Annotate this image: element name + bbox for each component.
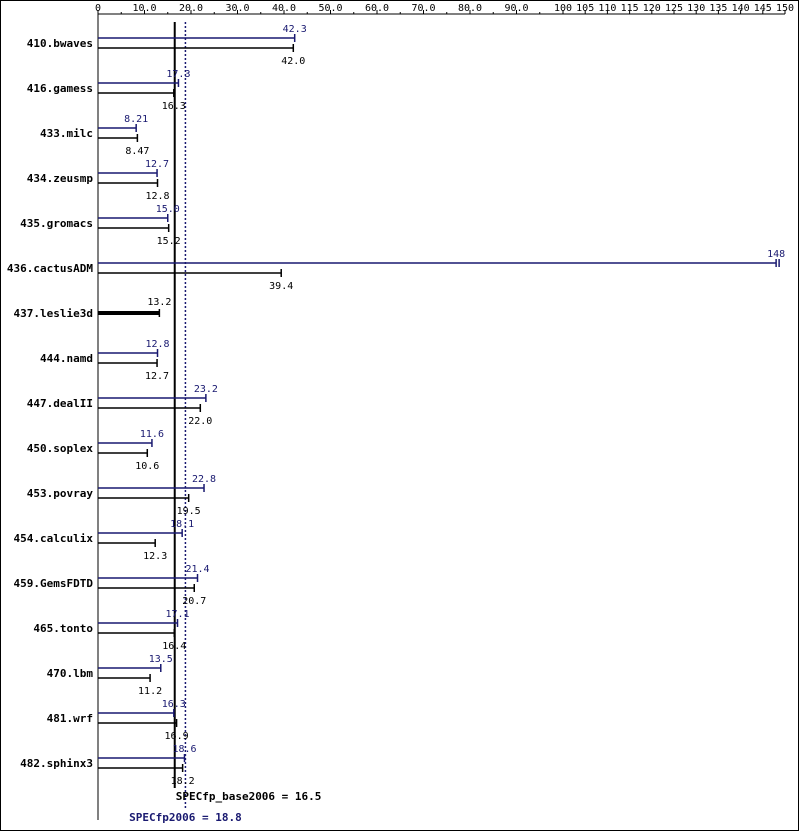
peak-value-label: 13.5	[149, 654, 173, 665]
peak-value-label: 21.4	[185, 564, 209, 575]
benchmark-label: 453.povray	[27, 487, 94, 500]
peak-value-label: 8.21	[124, 114, 148, 125]
peak-value-label: 12.7	[145, 159, 169, 170]
base-value-label: 39.4	[269, 281, 293, 292]
x-tick-label: 40.0	[272, 3, 296, 14]
base-value-label: 42.0	[281, 56, 305, 67]
benchmark-label: 465.tonto	[33, 622, 93, 635]
base-value-label: 12.3	[143, 551, 167, 562]
x-tick-label: 125	[665, 3, 683, 14]
benchmark-label: 434.zeusmp	[27, 172, 94, 185]
benchmark-label: 459.GemsFDTD	[14, 577, 94, 590]
x-tick-label: 115	[621, 3, 639, 14]
base-summary-label: SPECfp_base2006 = 16.5	[176, 790, 322, 803]
benchmark-label: 481.wrf	[47, 712, 93, 725]
x-tick-label: 0	[95, 3, 101, 14]
base-value-label: 16.3	[162, 101, 186, 112]
x-tick-label: 20.0	[179, 3, 203, 14]
benchmark-label: 444.namd	[40, 352, 93, 365]
x-tick-label: 150	[776, 3, 794, 14]
benchmark-label: 447.dealII	[27, 397, 93, 410]
peak-value-label: 11.6	[140, 429, 164, 440]
x-tick-label: 10.0	[132, 3, 156, 14]
benchmark-label: 450.soplex	[27, 442, 94, 455]
benchmark-label: 437.leslie3d	[14, 307, 93, 320]
benchmark-label: 482.sphinx3	[20, 757, 93, 770]
x-tick-label: 130	[687, 3, 705, 14]
x-tick-label: 90.0	[504, 3, 528, 14]
bars: 42.3 42.0 17.3 16.3 8.21 8.47 12.7 12.8 15.0 15.2…	[98, 24, 785, 787]
peak-value-label: 42.3	[283, 24, 307, 35]
peak-summary-label: SPECfp2006 = 18.8	[129, 811, 242, 824]
x-tick-label: 135	[709, 3, 727, 14]
peak-value-label: 148	[767, 249, 785, 260]
x-tick-label: 60.0	[365, 3, 389, 14]
peak-value-label: 17.3	[166, 69, 190, 80]
benchmark-labels: 410.bwaves 416.gamess 433.milc 434.zeusmp 43…	[7, 37, 93, 770]
base-value-label: 12.8	[145, 191, 169, 202]
benchmark-label: 436.cactusADM	[7, 262, 93, 275]
peak-value-label: 12.8	[145, 339, 169, 350]
peak-value-label: 17.1	[165, 609, 189, 620]
peak-value-label: 16.3	[162, 699, 186, 710]
x-tick-label: 145	[754, 3, 772, 14]
base-value-label: 8.47	[125, 146, 149, 157]
x-axis: 0 10.0 20.0 30.0 40.0 50.0 60.0 70.0 80.0 90.0 100…	[95, 3, 794, 820]
benchmark-label: 433.milc	[40, 127, 93, 140]
base-value-label: 16.4	[162, 641, 186, 652]
benchmark-label: 454.calculix	[14, 532, 94, 545]
base-value-label: 19.5	[177, 506, 201, 517]
base-value-label: 12.7	[145, 371, 169, 382]
x-tick-label: 105	[576, 3, 594, 14]
peak-value-label: 23.2	[194, 384, 218, 395]
x-tick-label: 50.0	[318, 3, 342, 14]
base-value-label: 20.7	[182, 596, 206, 607]
peak-value-label: 15.0	[156, 204, 180, 215]
benchmark-label: 470.lbm	[47, 667, 94, 680]
reference-lines	[173, 22, 187, 810]
benchmark-label: 435.gromacs	[20, 217, 93, 230]
benchmark-label: 410.bwaves	[27, 37, 93, 50]
base-value-label: 10.6	[135, 461, 159, 472]
x-tick-label: 100	[554, 3, 572, 14]
base-value-label: 13.2	[147, 297, 171, 308]
x-tick-label: 120	[643, 3, 661, 14]
x-tick-label: 30.0	[225, 3, 249, 14]
x-tick-label: 110	[598, 3, 616, 14]
base-value-label: 15.2	[157, 236, 181, 247]
x-tick-label: 140	[732, 3, 750, 14]
peak-value-label: 18.1	[170, 519, 194, 530]
peak-value-label: 22.8	[192, 474, 216, 485]
base-value-label: 11.2	[138, 686, 162, 697]
summary-labels: SPECfp_base2006 = 16.5 SPECfp2006 = 18.8	[129, 790, 321, 824]
benchmark-label: 416.gamess	[27, 82, 93, 95]
base-value-label: 22.0	[188, 416, 212, 427]
x-tick-label: 80.0	[458, 3, 482, 14]
base-value-label: 18.2	[171, 776, 195, 787]
base-value-label: 16.9	[165, 731, 189, 742]
peak-value-label: 18.6	[172, 744, 196, 755]
x-tick-label: 70.0	[411, 3, 435, 14]
